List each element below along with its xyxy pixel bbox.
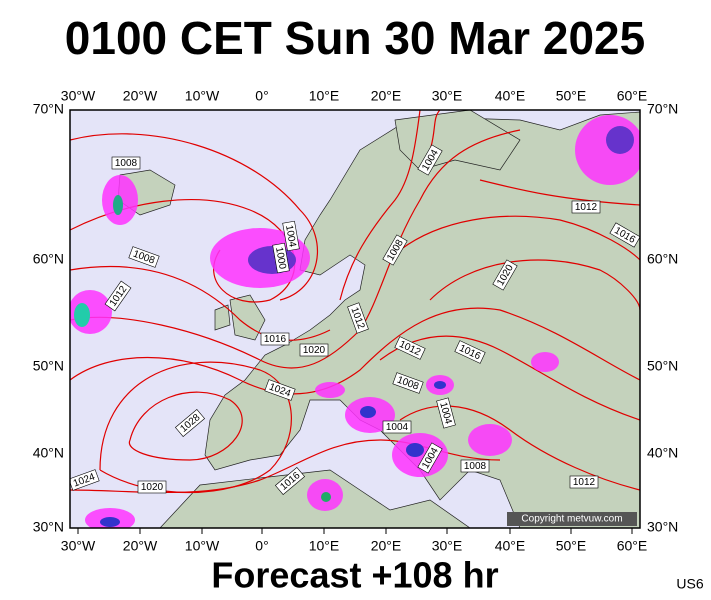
- isobar-label-box: [492, 259, 518, 291]
- longitude-label-top: 10°W: [185, 88, 220, 104]
- isobar-label-box: [137, 480, 167, 494]
- copyright: Copyright metvuw.com: [521, 514, 622, 525]
- latitude-label-left: 40°N: [33, 445, 64, 461]
- longitude-label-top: 30°E: [432, 88, 463, 104]
- latitude-label-right: 50°N: [647, 358, 678, 374]
- isobar-label-text: 1004: [386, 422, 409, 433]
- longitude-label-bottom: 20°E: [371, 538, 402, 554]
- longitude-label-top: 20°E: [371, 88, 402, 104]
- isobar-label: 1008: [111, 156, 141, 170]
- isobar-label-box: [382, 420, 412, 434]
- isobar-label-box: [417, 442, 443, 474]
- longitude-label-top: 20°W: [123, 88, 158, 104]
- isobar-label-box: [264, 379, 296, 401]
- model-code: US6: [676, 576, 703, 592]
- isobar-label: 1004: [282, 220, 300, 252]
- isobar-label-text: 1016: [264, 334, 287, 345]
- forecast-label: Forecast +108 hr: [211, 555, 498, 596]
- isobar-label-text: 1012: [575, 202, 598, 213]
- isobar-label: 1012: [571, 200, 601, 214]
- isobar-label: 1004: [436, 397, 456, 429]
- longitude-label-bottom: 20°W: [123, 538, 158, 554]
- isobar-label: 1000: [272, 242, 290, 274]
- longitude-label-bottom: 0°: [255, 538, 268, 554]
- isobar-label-box: [174, 408, 206, 438]
- isobar-label-box: [454, 340, 486, 364]
- latitude-label-right: 30°N: [647, 519, 678, 535]
- longitude-label-bottom: 30°E: [432, 538, 463, 554]
- copyright-box: [507, 512, 637, 526]
- latitude-label-left: 50°N: [33, 358, 64, 374]
- latitude-label-left: 30°N: [33, 519, 64, 535]
- longitude-label-bottom: 60°E: [617, 538, 648, 554]
- isobar-label-text: 1004: [283, 224, 298, 248]
- isobar-label-text: 1000: [273, 246, 288, 270]
- longitude-label-top: 10°E: [309, 88, 340, 104]
- latitude-label-right: 40°N: [647, 445, 678, 461]
- latitude-label-left: 60°N: [33, 251, 64, 267]
- isobar-label-box: [569, 475, 599, 489]
- isobar-label-text: 1008: [115, 158, 138, 169]
- longitude-label-top: 60°E: [617, 88, 648, 104]
- isobar-label-text: 1020: [303, 345, 326, 356]
- isobar-label-box: [571, 200, 601, 214]
- latitude-label-left: 70°N: [33, 101, 64, 117]
- latitude-label-right: 70°N: [647, 101, 678, 117]
- isobar-label-text: 1020: [141, 482, 164, 493]
- isobar-label-box: [392, 372, 424, 394]
- isobar-label-box: [111, 156, 141, 170]
- isobar-label-box: [282, 220, 300, 252]
- latitude-label-right: 60°N: [647, 251, 678, 267]
- isobar-label: 1020: [299, 343, 329, 357]
- isobar-label-box: [299, 343, 329, 357]
- isobar-label-box: [274, 466, 306, 496]
- isobar-label-box: [272, 242, 290, 274]
- isobar-label-box: [347, 302, 369, 334]
- map-frame: [69, 109, 641, 529]
- isobar-label-box: [260, 332, 290, 346]
- isobar-label: 1016: [260, 332, 290, 346]
- isobar-label-box: [609, 222, 640, 248]
- longitude-label-bottom: 10°E: [309, 538, 340, 554]
- isobar-label-box: [460, 459, 490, 473]
- longitude-label-top: 40°E: [495, 88, 526, 104]
- longitude-label-top: 50°E: [556, 88, 587, 104]
- isobar-label-box: [417, 144, 443, 176]
- isobar-label-box: [382, 234, 408, 266]
- isobar-label-box: [128, 246, 160, 268]
- longitude-label-top: 0°: [255, 88, 268, 104]
- isobar-label-box: [394, 336, 426, 360]
- isobar-label: 1020: [137, 480, 167, 494]
- longitude-label-bottom: 50°E: [556, 538, 587, 554]
- isobar-label-text: 1008: [464, 461, 487, 472]
- isobar-label: 1008: [460, 459, 490, 473]
- isobar-label-box: [436, 397, 456, 429]
- precipitation: [70, 115, 640, 528]
- isobar-label-text: 1012: [573, 477, 596, 488]
- isobar-label-box: [70, 469, 100, 491]
- isobar-label: 1004: [382, 420, 412, 434]
- longitude-label-bottom: 30°W: [61, 538, 96, 554]
- isobar-label-box: [104, 280, 132, 312]
- longitude-label-bottom: 10°W: [185, 538, 220, 554]
- graticule-labels: 30°W 30°W 20°W 20°W 10°W 10°W 0° 0° 10°E 10°E 20°E…: [33, 88, 679, 554]
- title: 0100 CET Sun 30 Mar 2025: [65, 12, 645, 64]
- longitude-label-top: 30°W: [61, 88, 96, 104]
- isobar-label: 1012: [569, 475, 599, 489]
- longitude-label-bottom: 40°E: [495, 538, 526, 554]
